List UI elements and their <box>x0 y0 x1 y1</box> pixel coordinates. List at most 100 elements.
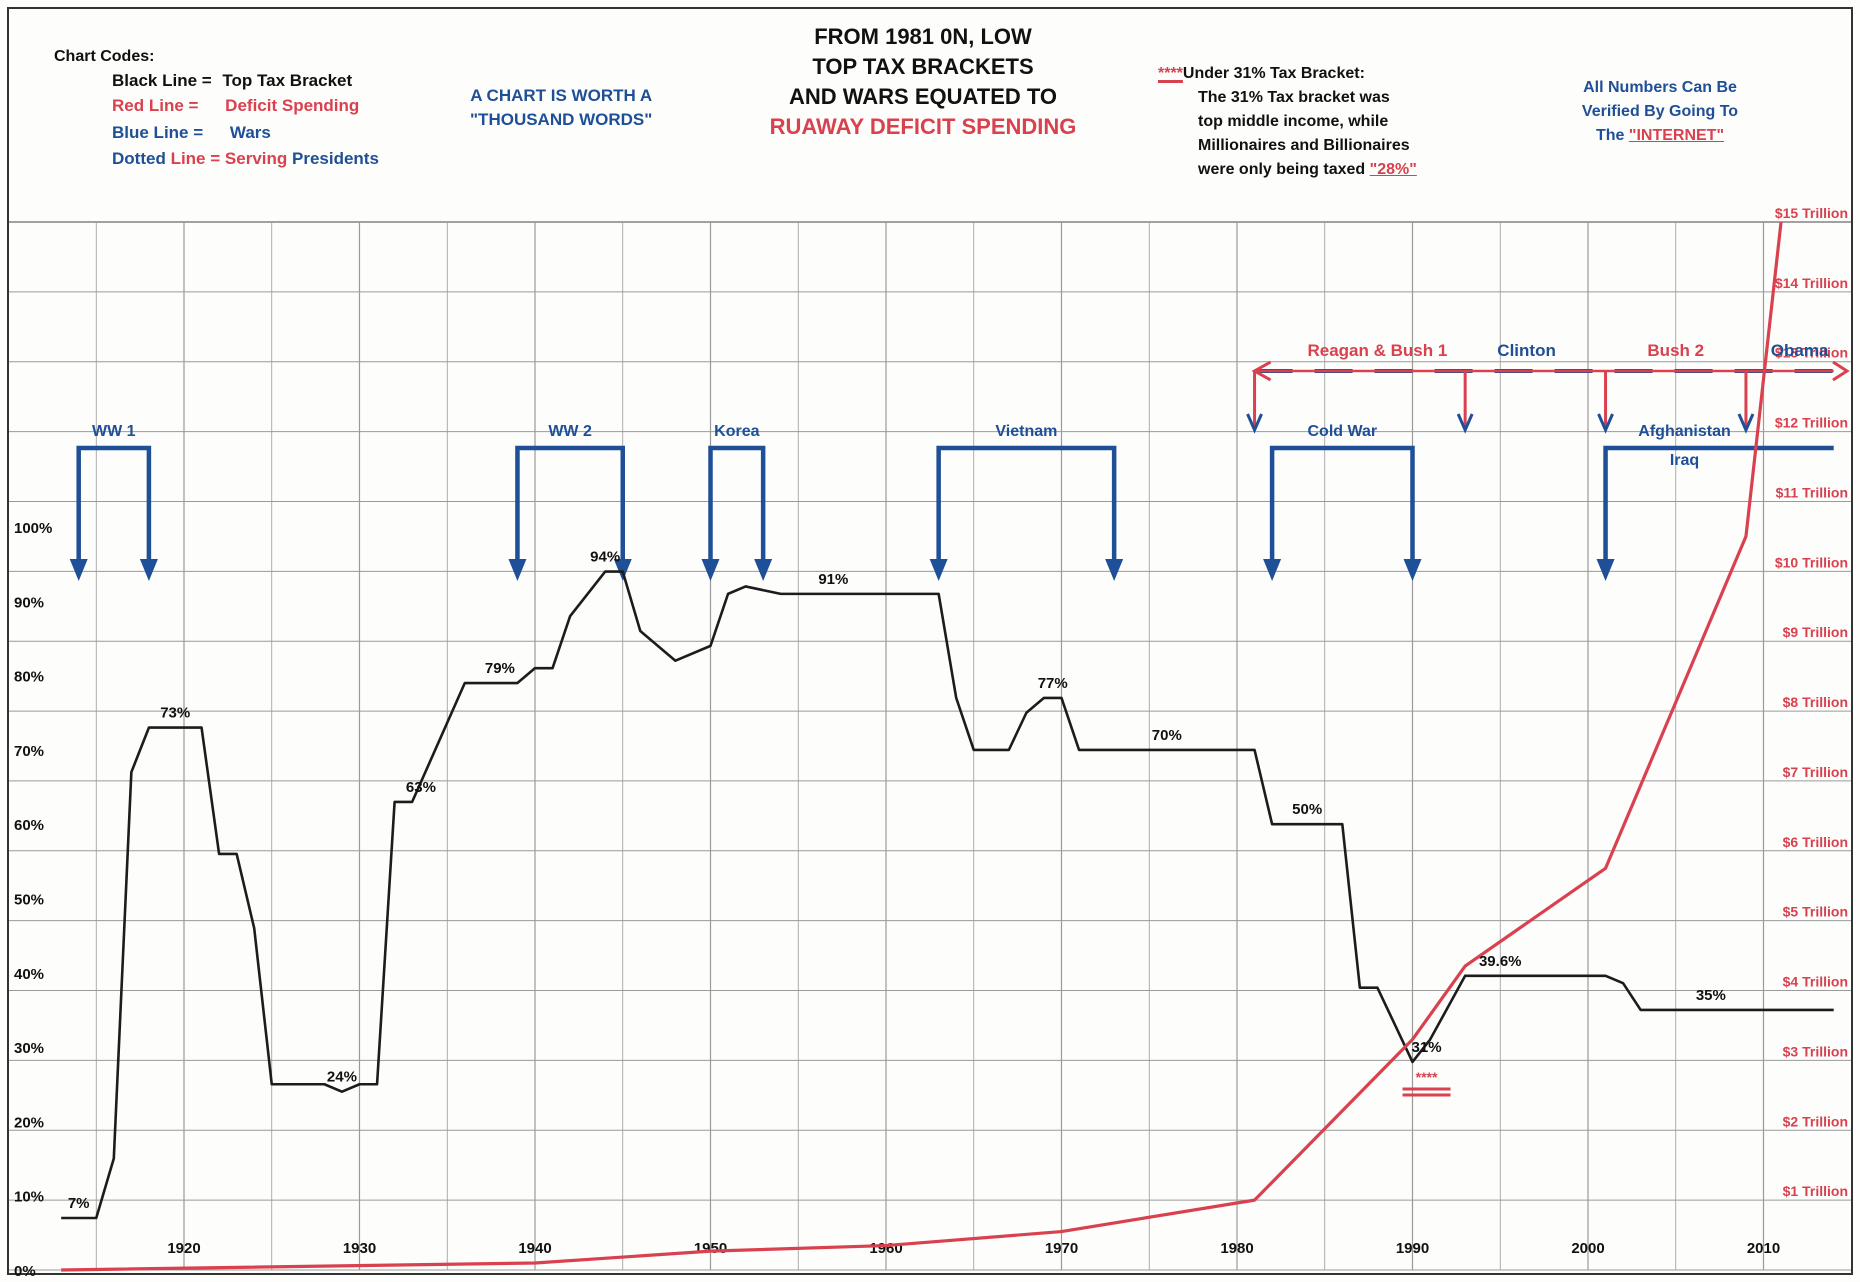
code-dotted-key1: Dotted <box>112 149 166 168</box>
president-label: Obama <box>1771 341 1829 360</box>
president-tick-arrow <box>1246 413 1263 434</box>
y-right-tick-label: $13 Trillion <box>1775 345 1848 361</box>
worth-line-1: A CHART IS WORTH A <box>470 86 653 105</box>
y-left-tick-label: 90% <box>14 594 44 611</box>
title-line-3: AND WARS EQUATED TO <box>788 84 1058 109</box>
point-label: 7% <box>68 1195 90 1212</box>
president-tick-arrow <box>1456 413 1474 434</box>
verify-caption: All Numbers Can Be Verified By Going To … <box>1560 76 1760 148</box>
note-heading: Under 31% Tax Bracket: <box>1182 65 1365 82</box>
note-line-3: top middle income, while <box>1198 113 1389 130</box>
war-arrowhead <box>508 559 527 581</box>
x-tick-label: 1930 <box>343 1240 376 1257</box>
x-tick-label: 1970 <box>1045 1240 1078 1257</box>
code-red-key: Red Line = <box>112 96 199 115</box>
point-label: 50% <box>1292 801 1322 818</box>
y-left-tick-label: 20% <box>14 1114 44 1131</box>
x-tick-label: 1920 <box>167 1240 200 1257</box>
x-tick-label: 1950 <box>694 1240 727 1257</box>
point-label: 91% <box>818 571 848 588</box>
code-dotted-key3: Serving <box>224 149 288 168</box>
point-label: 31% <box>1412 1039 1442 1056</box>
point-labels-layer: 7% 73% 24% 63% 79% 94% 91% 77% 70% 50% 31% 39.6% 35% <box>68 549 1726 1212</box>
war-arrowhead <box>1403 559 1422 581</box>
y-left-tick-label: 50% <box>14 892 44 909</box>
bracket-note: ****Under 31% Tax Bracket: The 31% Tax b… <box>1158 62 1417 182</box>
war-arrowhead <box>69 559 88 581</box>
code-dotted-key4: Presidents <box>292 149 379 168</box>
y-left-tick-label: 70% <box>14 743 44 760</box>
war-arrowhead <box>613 559 632 581</box>
point-label: 73% <box>160 705 190 722</box>
war-arrowhead <box>1263 559 1282 581</box>
code-black-key: Black Line = <box>112 71 212 90</box>
verify-line-2: Verified By Going To <box>1581 103 1739 120</box>
war-bracket <box>708 445 766 575</box>
y-left-tick-label: 30% <box>14 1040 44 1057</box>
code-red: Red Line = Deficit Spending <box>112 93 359 119</box>
x-tick-label: 1940 <box>518 1240 551 1257</box>
chart-codes-title: Chart Codes: <box>54 48 155 65</box>
president-label: Clinton <box>1497 341 1556 360</box>
title-line-1: FROM 1981 0N, LOW <box>814 24 1032 49</box>
y-right-tick-label: $12 Trillion <box>1775 415 1848 431</box>
war-label-2: Iraq <box>1670 452 1699 469</box>
note-line-1: ****Under 31% Tax Bracket: <box>1158 62 1417 86</box>
war-label: Vietnam <box>995 423 1057 440</box>
point-label: 77% <box>1038 675 1068 692</box>
president-label: Bush 2 <box>1647 341 1704 360</box>
code-blue: Blue Line = Wars <box>112 120 271 146</box>
worth-caption: A CHART IS WORTH A "THOUSAND WORDS" <box>470 84 652 132</box>
y-right-tick-label: $9 Trillion <box>1783 624 1848 640</box>
y-right-tick-label: $4 Trillion <box>1783 974 1848 990</box>
y-left-tick-label: 10% <box>14 1189 44 1206</box>
deficit-spending-line <box>61 221 1783 1272</box>
war-arrowhead <box>139 559 158 581</box>
tax-bracket-line <box>61 570 1834 1220</box>
code-dotted-key2: Line = <box>170 149 221 168</box>
title-line-2: TOP TAX BRACKETS <box>812 54 1034 79</box>
y-right-tick-label: $14 Trillion <box>1775 275 1848 291</box>
chart-axes: 1920 1930 1940 1950 1960 1970 1980 1990 2000 2010… <box>14 205 1848 1280</box>
x-tick-label: 1980 <box>1220 1240 1253 1257</box>
war-label: WW 1 <box>92 423 136 440</box>
x-tick-label: 1990 <box>1396 1240 1429 1257</box>
y-left-tick-label: 0% <box>14 1263 36 1280</box>
point-label: 79% <box>485 660 515 677</box>
code-red-desc: Deficit Spending <box>225 96 360 115</box>
wars-layer: WW 1 WW 2 Korea Vietnam Cold War Afghanistan I… <box>69 423 1834 581</box>
code-blue-key: Blue Line = <box>112 123 204 142</box>
x-tick-label: 2000 <box>1571 1240 1604 1257</box>
war-label: Cold War <box>1307 423 1377 440</box>
y-right-tick-label: $5 Trillion <box>1783 904 1848 920</box>
footnote-marker: **** <box>1416 1069 1438 1085</box>
y-right-tick-label: $10 Trillion <box>1775 554 1848 570</box>
war-bracket <box>515 445 625 575</box>
y-left-tick-label: 100% <box>14 520 52 537</box>
president-tick-arrow <box>1597 413 1614 434</box>
war-bracket <box>1603 445 1834 575</box>
note-highlight: "28%" <box>1369 161 1417 178</box>
title-line-4: RUAWAY DEFICIT SPENDING <box>769 114 1077 139</box>
y-left-tick-label: 60% <box>14 817 44 834</box>
verify-line-3: The "INTERNET" <box>1560 124 1760 148</box>
note-line-5: were only being taxed "28%" <box>1198 158 1417 182</box>
y-right-tick-label: $8 Trillion <box>1783 694 1848 710</box>
war-arrowhead <box>1596 559 1615 581</box>
verify-internet: "INTERNET" <box>1628 127 1725 144</box>
verify-line-1: All Numbers Can Be <box>1583 79 1737 96</box>
y-left-tick-label: 80% <box>14 669 44 686</box>
code-blue-desc: Wars <box>229 123 271 142</box>
war-label: WW 2 <box>548 423 592 440</box>
y-right-tick-label: $7 Trillion <box>1783 764 1848 780</box>
y-right-tick-label: $3 Trillion <box>1783 1043 1848 1059</box>
presidents-layer: Reagan & Bush 1 Clinton Bush 2 Obama <box>1246 341 1850 434</box>
y-left-tick-label: 40% <box>14 966 44 983</box>
verify-the: The <box>1595 127 1625 144</box>
war-arrowhead <box>754 559 773 581</box>
note-taxed: were only being taxed <box>1198 161 1366 178</box>
point-label: 35% <box>1696 987 1726 1004</box>
point-label: 70% <box>1152 727 1182 744</box>
point-label: 63% <box>406 779 436 796</box>
note-line-4: Millionaires and Billionaires <box>1198 137 1410 154</box>
